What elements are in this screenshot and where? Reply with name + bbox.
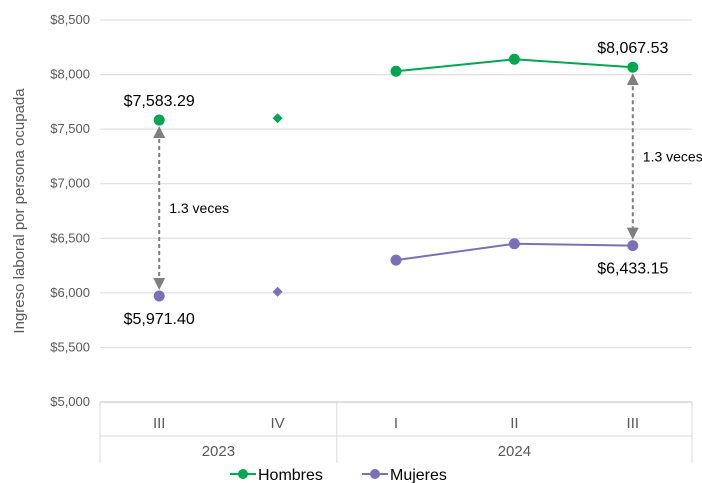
x-tick-label: I <box>394 415 398 432</box>
data-point-hombres <box>627 61 639 73</box>
x-tick-label: III <box>153 415 166 432</box>
data-point-mujeres <box>627 240 639 252</box>
data-label: $8,067.53 <box>597 40 668 57</box>
y-tick-label: $8,000 <box>50 67 90 82</box>
y-tick-label: $6,000 <box>50 285 90 300</box>
ratio-annotation: 1.3 veces <box>643 148 702 164</box>
y-tick-label: $7,500 <box>50 121 90 136</box>
ratio-annotation: 1.3 veces <box>169 200 229 216</box>
data-label: $7,583.29 <box>124 93 195 110</box>
y-tick-label: $5,500 <box>50 339 90 354</box>
y-tick-label: $5,000 <box>50 394 90 409</box>
data-point-mujeres <box>153 290 165 302</box>
data-point-mujeres <box>390 254 402 266</box>
legend-label: Mujeres <box>390 467 447 483</box>
x-tick-label: III <box>627 415 640 432</box>
y-tick-label: $7,000 <box>50 176 90 191</box>
data-point-mujeres <box>272 286 283 297</box>
y-tick-label: $6,500 <box>50 230 90 245</box>
data-label: $5,971.40 <box>124 311 195 328</box>
legend-marker <box>238 469 248 479</box>
data-point-mujeres <box>508 238 520 250</box>
x-year-label: 2024 <box>498 443 531 460</box>
data-point-hombres <box>272 113 283 124</box>
legend-marker <box>370 469 380 479</box>
data-point-hombres <box>508 53 520 65</box>
data-point-hombres <box>390 65 402 77</box>
y-axis-label: Ingreso laboral por persona ocupada <box>11 88 28 334</box>
data-label: $6,433.15 <box>597 261 668 278</box>
x-year-label: 2023 <box>202 443 235 460</box>
x-tick-label: II <box>510 415 518 432</box>
y-tick-label: $8,500 <box>50 12 90 27</box>
data-point-hombres <box>153 114 165 126</box>
x-tick-label: IV <box>271 415 285 432</box>
legend-label: Hombres <box>258 467 323 483</box>
